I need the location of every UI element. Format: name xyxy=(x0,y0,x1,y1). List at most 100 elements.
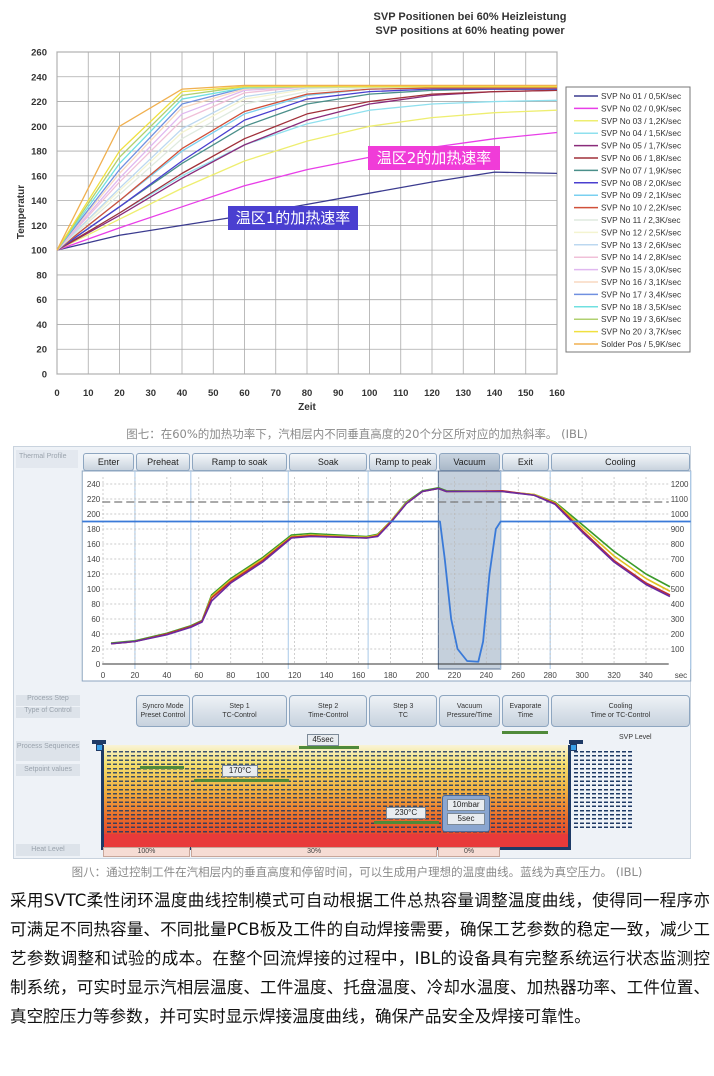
y-tick-label: 40 xyxy=(36,320,47,331)
series-line-8 xyxy=(56,88,557,251)
series-line-20 xyxy=(56,86,557,251)
vapor-tank xyxy=(101,745,571,850)
y-tick-label: 180 xyxy=(31,147,47,158)
y2-tick-label: 700 xyxy=(671,555,685,564)
y-axis-label: Temperatur xyxy=(16,185,27,239)
y-tick-label: 200 xyxy=(87,510,101,519)
tray-step2 xyxy=(299,746,359,749)
x-tick-label: 140 xyxy=(320,671,334,680)
y2-tick-label: 400 xyxy=(671,600,685,609)
legend-label: SVP No 19 / 3,6K/sec xyxy=(601,314,681,324)
vacuum-setpoint-panel: 10mbar 5sec xyxy=(442,795,490,832)
process-step-line2: Pressure/Time xyxy=(446,712,493,719)
process-step: Step 2 Time-Control xyxy=(289,695,368,727)
x-tick-label: 120 xyxy=(424,388,440,399)
y2-tick-label: 600 xyxy=(671,570,685,579)
legend-label: SVP No 15 / 3,0K/sec xyxy=(601,265,681,275)
x-tick-label: 200 xyxy=(416,671,430,680)
x-tick-label: 10 xyxy=(83,388,94,399)
x-tick-label: 0 xyxy=(101,671,106,680)
y-tick-label: 80 xyxy=(36,270,47,281)
legend-label: SVP No 08 / 2,0K/sec xyxy=(601,178,681,188)
x-tick-label: 80 xyxy=(226,671,235,680)
tank-rim-left xyxy=(92,740,106,744)
process-step-line1: Syncro Mode xyxy=(142,703,184,710)
y-tick-label: 120 xyxy=(31,221,47,232)
x-tick-label: 100 xyxy=(256,671,270,680)
y-tick-label: 140 xyxy=(87,555,101,564)
x-tick-label: 0 xyxy=(54,388,59,399)
y-tick-label: 240 xyxy=(31,72,47,83)
level-marker-right xyxy=(570,744,577,751)
chart-title: SVP Positionen bei 60% Heizleistung xyxy=(374,11,567,23)
vacuum-zone xyxy=(437,470,502,670)
tray-step1 xyxy=(194,779,289,782)
x-axis-unit: sec xyxy=(675,671,687,680)
label-process-step: Process Step xyxy=(16,695,80,706)
y-tick-label: 100 xyxy=(31,246,47,257)
figure-thermal-profile: Thermal Profile Enter Preheat Ramp to soak… xyxy=(13,446,692,859)
process-step: Vacuum Pressure/Time xyxy=(439,695,500,727)
y-tick-label: 20 xyxy=(36,345,47,356)
x-tick-label: 160 xyxy=(352,671,366,680)
legend-label: SVP No 04 / 1,5K/sec xyxy=(601,128,681,138)
y-tick-label: 240 xyxy=(87,480,101,489)
annotation-zone1: 温区1的加热速率 xyxy=(228,206,358,230)
x-tick-label: 130 xyxy=(455,388,471,399)
heat-level-bar: 0% xyxy=(438,847,500,857)
x-tick-label: 70 xyxy=(270,388,281,399)
legend-label: SVP No 03 / 1,2K/sec xyxy=(601,116,681,126)
legend-label: SVP No 07 / 1,9K/sec xyxy=(601,165,681,175)
x-tick-label: 180 xyxy=(384,671,398,680)
level-marker-left xyxy=(96,744,103,751)
thermal-profile-label: Thermal Profile xyxy=(16,450,78,468)
process-step-line1: Cooling xyxy=(608,703,633,710)
legend-label: SVP No 13 / 2,6K/sec xyxy=(601,240,681,250)
setpoint-step3-temp: 230°C xyxy=(386,807,426,819)
annotation-zone2: 温区2的加热速率 xyxy=(368,146,500,170)
y2-tick-label: 200 xyxy=(671,630,685,639)
series-line-1 xyxy=(56,171,558,251)
svp-level-label: SVP Level xyxy=(619,734,652,741)
series-line-2 xyxy=(56,131,558,251)
y-tick-label: 120 xyxy=(87,570,101,579)
heat-level-bar: 30% xyxy=(190,847,438,857)
process-step-line1: Step 2 xyxy=(318,703,339,710)
y-tick-label: 200 xyxy=(31,122,47,133)
figure2-caption: 图八：通过控制工件在汽相层内的垂直高度和停留时间，可以生成用户理想的温度曲线。蓝… xyxy=(71,865,643,879)
tray-syncro xyxy=(140,766,184,769)
y-tick-label: 100 xyxy=(87,585,101,594)
series-line-10 xyxy=(56,87,557,251)
thermal-profile-chart: 0 20 40 60 80 100 120 140 160 180 200 220 240 260 280 3… xyxy=(81,470,692,682)
y-tick-label: 60 xyxy=(36,295,47,306)
heater-bar xyxy=(104,834,568,847)
y-tick-label: 40 xyxy=(91,630,100,639)
label-type-of-control: Type of Control xyxy=(16,707,80,718)
legend-label: SVP No 20 / 3,7K/sec xyxy=(601,327,681,337)
process-step: Cooling Time or TC-Control xyxy=(551,695,690,727)
process-step-line1: Step 1 xyxy=(229,703,250,710)
x-tick-label: 150 xyxy=(518,388,534,399)
x-tick-label: 220 xyxy=(448,671,462,680)
legend-label: SVP No 09 / 2,1K/sec xyxy=(601,190,681,200)
x-tick-label: 120 xyxy=(288,671,302,680)
process-step: Evaporate Time xyxy=(501,695,550,727)
legend-label: SVP No 12 / 2,5K/sec xyxy=(601,227,681,237)
chart-subtitle: SVP positions at 60% heating power xyxy=(375,25,565,37)
x-tick-label: 60 xyxy=(239,388,250,399)
y2-tick-label: 1200 xyxy=(671,480,689,489)
y2-tick-label: 800 xyxy=(671,540,685,549)
x-tick-label: 40 xyxy=(177,388,188,399)
y-tick-label: 160 xyxy=(87,540,101,549)
x-tick-label: 320 xyxy=(607,671,621,680)
legend-label: Solder Pos / 5,9K/sec xyxy=(601,339,681,349)
process-step-line1: Step 3 xyxy=(393,703,414,710)
series-line-6 xyxy=(56,89,558,251)
y2-tick-label: 1100 xyxy=(671,495,689,504)
legend-label: SVP No 05 / 1,7K/sec xyxy=(601,141,681,151)
x-tick-label: 20 xyxy=(130,671,139,680)
legend-label: SVP No 18 / 3,5K/sec xyxy=(601,302,681,312)
x-tick-label: 30 xyxy=(145,388,156,399)
process-step-line2: Preset Control xyxy=(140,712,186,719)
process-step-line2: TC-Control xyxy=(222,712,257,719)
